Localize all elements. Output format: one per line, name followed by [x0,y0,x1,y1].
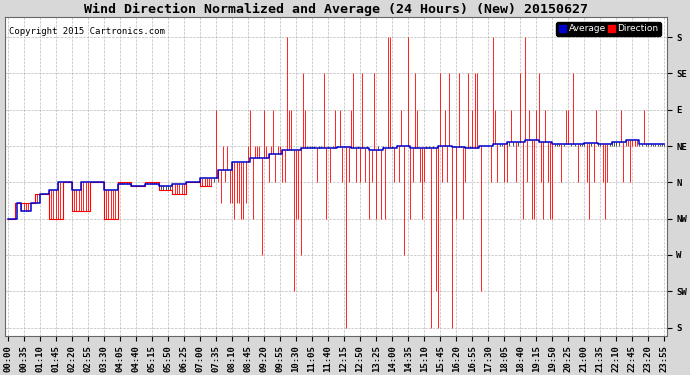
Text: Copyright 2015 Cartronics.com: Copyright 2015 Cartronics.com [9,27,165,36]
Title: Wind Direction Normalized and Average (24 Hours) (New) 20150627: Wind Direction Normalized and Average (2… [84,3,588,16]
Legend: Average, Direction: Average, Direction [556,22,661,36]
